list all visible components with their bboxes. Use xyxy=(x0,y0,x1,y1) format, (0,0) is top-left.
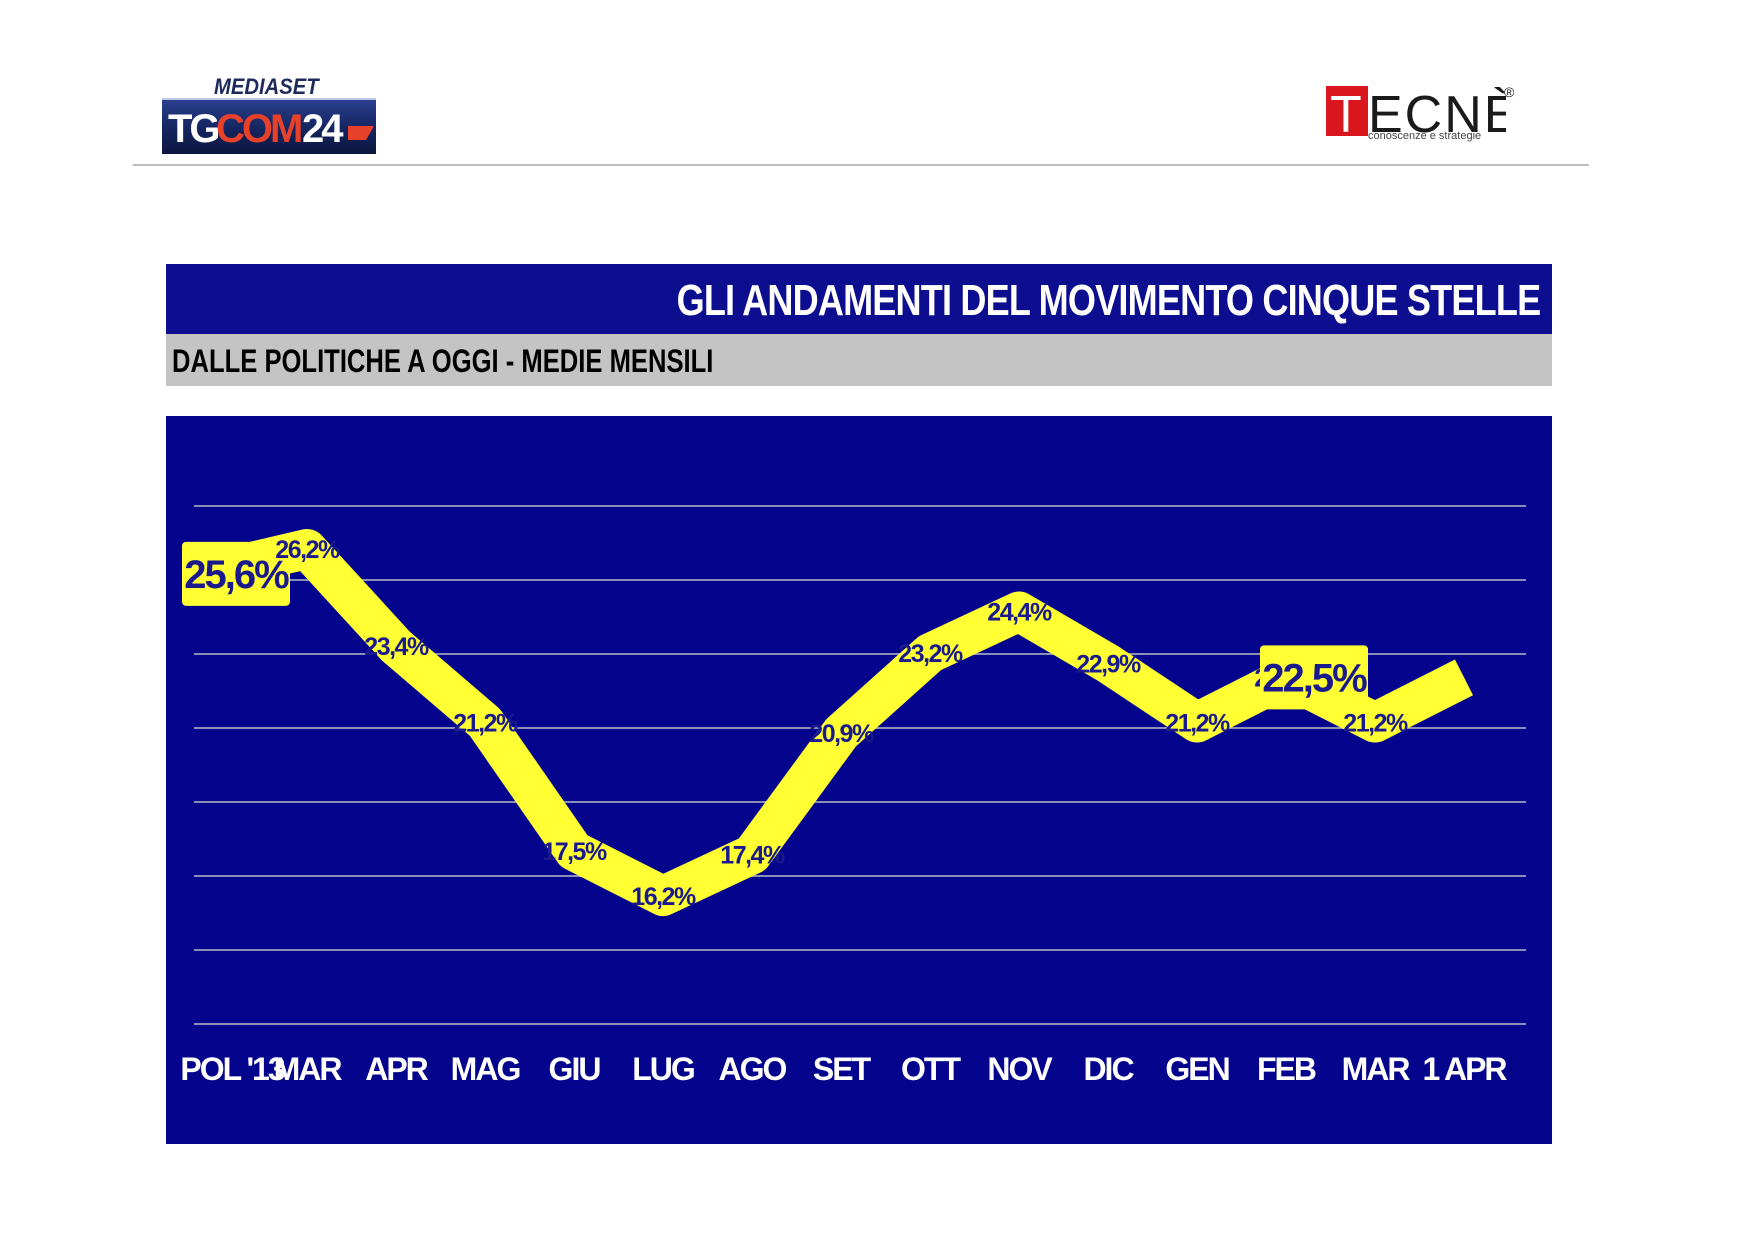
data-label: 17,4% xyxy=(720,841,785,869)
tg-text: TG xyxy=(168,107,218,151)
x-tick-label: DIC xyxy=(1083,1051,1134,1087)
page-subtitle: DALLE POLITICHE A OGGI - MEDIE MENSILI xyxy=(172,343,714,379)
data-label: 20,9% xyxy=(809,720,874,748)
chart-panel: 25,6% 26,2% 23,4% 21,2% 17,5% 16,2% 17,4% 20,9%… xyxy=(166,416,1552,1144)
24-text: 24 xyxy=(302,107,344,151)
x-tick-label: OTT xyxy=(901,1051,961,1087)
tecne-tagline: conoscenze e strategie xyxy=(1368,130,1482,142)
title-bar: GLI ANDAMENTI DEL MOVIMENTO CINQUE STELL… xyxy=(166,264,1552,334)
x-tick-label: AGO xyxy=(719,1051,787,1087)
tecne-red-square xyxy=(1326,86,1368,136)
x-tick-label: LUG xyxy=(632,1051,694,1087)
x-tick-label: MAG xyxy=(451,1051,520,1087)
x-tick-label: 1 APR xyxy=(1422,1051,1507,1087)
x-tick-label: FEB xyxy=(1257,1051,1316,1087)
data-labels: 25,6%26,2% 23,4% 21,2% 17,5% 16,2% 17,4% 20,9%… xyxy=(182,536,1409,911)
tecne-t-letter: T xyxy=(1330,86,1362,136)
line-chart: 25,6%26,2% 23,4% 21,2% 17,5% 16,2% 17,4% 20,9%… xyxy=(180,505,1526,1087)
highlight-box xyxy=(182,541,290,606)
data-label: 23,2% xyxy=(898,640,963,668)
x-tick-label: SET xyxy=(813,1051,872,1087)
data-label: 22,9% xyxy=(1076,651,1141,679)
x-tick-label: APR xyxy=(365,1051,428,1087)
gridlines xyxy=(194,505,1526,1025)
data-label: 21,2% xyxy=(453,710,518,738)
tecne-rest-letters: ECNÈ xyxy=(1368,86,1506,136)
red-flag-shape xyxy=(348,126,374,140)
data-label-highlight: 25,6% xyxy=(184,553,289,597)
tecne-wordmark-icon: T ECNÈ xyxy=(1326,86,1506,136)
tecne-logo: T ECNÈ ® conoscenze e strategie xyxy=(1326,84,1526,146)
series-line xyxy=(213,529,1474,916)
x-tick-label: GIU xyxy=(549,1051,601,1087)
x-tick-label: MAR xyxy=(274,1051,343,1087)
tgcom24-wordmark-box: TG COM 24 xyxy=(162,98,376,154)
data-label: 23,4% xyxy=(364,633,429,661)
data-label: 17,5% xyxy=(542,838,607,866)
com-text: COM xyxy=(216,107,301,151)
data-label: 24,4% xyxy=(987,598,1052,626)
x-tick-label: POL '13 xyxy=(180,1051,285,1087)
x-tick-label: NOV xyxy=(987,1051,1053,1087)
mediaset-wordmark: MEDIASET xyxy=(214,74,319,99)
data-label: 21,2% xyxy=(1165,710,1230,738)
x-tick-label: MAR xyxy=(1342,1051,1411,1087)
x-tick-label: GEN xyxy=(1165,1051,1228,1087)
subtitle-bar: DALLE POLITICHE A OGGI - MEDIE MENSILI xyxy=(166,334,1552,386)
page-title: GLI ANDAMENTI DEL MOVIMENTO CINQUE STELL… xyxy=(676,276,1541,325)
highlight-box xyxy=(1260,645,1368,710)
data-label-highlight: 22,5% xyxy=(1262,656,1367,700)
data-label: 26,2% xyxy=(275,536,340,564)
tgcom24-logo: MEDIASET TG COM 24 xyxy=(162,74,376,154)
header-divider xyxy=(133,164,1589,166)
tgcom24-wordmark-icon: TG COM 24 xyxy=(168,107,374,151)
data-label: 16,2% xyxy=(631,883,696,911)
data-label: 21,2% xyxy=(1343,710,1408,738)
registered-mark: ® xyxy=(1504,84,1515,100)
